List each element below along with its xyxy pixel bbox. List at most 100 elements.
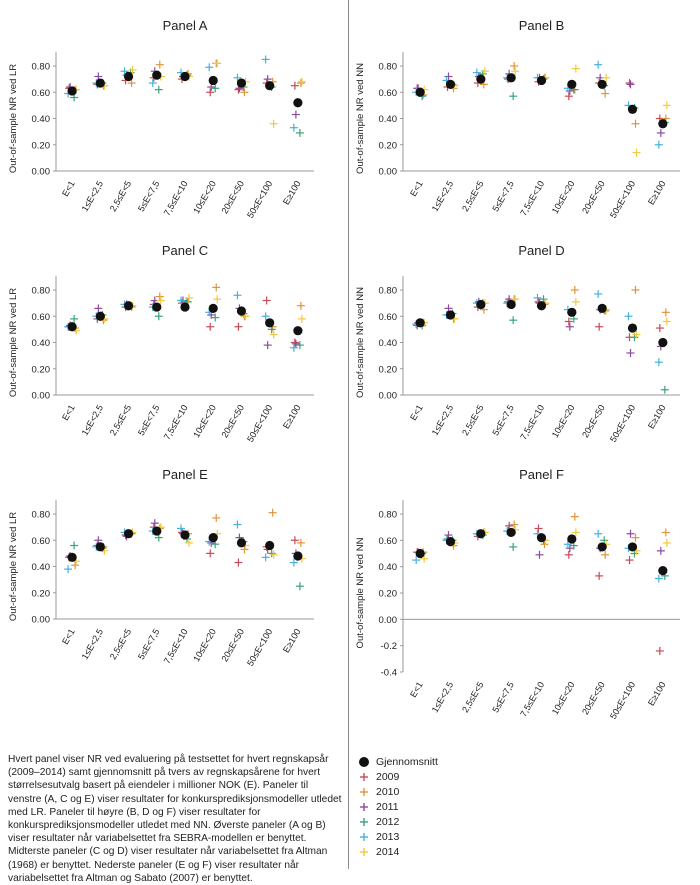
average-dot [658, 566, 668, 576]
marker-2010 [296, 538, 305, 547]
marker-2014 [241, 312, 250, 321]
marker-2010 [540, 540, 549, 549]
marker-2014 [571, 297, 580, 306]
y-tick-label: 0.00 [32, 615, 51, 626]
average-dot [236, 306, 247, 316]
marker-2010 [155, 292, 164, 301]
y-tick-label: 0.60 [379, 312, 398, 323]
marker-2011 [444, 72, 453, 81]
average-dot [476, 74, 486, 84]
average-dot [415, 318, 425, 328]
marker-2009 [290, 338, 299, 347]
x-tick-label: 5≤E<7,5 [136, 403, 162, 437]
marker-2014 [511, 67, 520, 76]
y-tick-label: 0.00 [379, 167, 398, 178]
x-tick-label: E≥100 [281, 179, 303, 206]
average-dot [208, 303, 218, 313]
average-dot [445, 537, 456, 547]
average-dot [67, 86, 77, 96]
marker-2009 [595, 322, 604, 331]
average-dot [293, 98, 303, 108]
average-dot [567, 534, 577, 544]
legend-label: Gjennomsnitt [376, 755, 438, 768]
x-tick-label: 2,5≤E<5 [460, 179, 486, 213]
marker-2009 [564, 317, 573, 326]
marker-2014 [269, 119, 278, 128]
marker-2009 [290, 81, 299, 90]
marker-2013 [289, 558, 298, 567]
marker-2011 [565, 322, 574, 331]
marker-2014 [602, 73, 611, 82]
marker-2011 [291, 339, 300, 348]
y-axis-label: Out-of-sample NR ved LR [8, 512, 19, 621]
average-dot [293, 326, 303, 336]
panel-b: Panel B Out-of-sample NR ved NN 0.00 0.20 0.… [355, 18, 680, 220]
marker-2014 [128, 65, 137, 74]
panel-title: Panel C [162, 243, 208, 258]
average-dot [476, 529, 486, 539]
y-axis-label: Out-of-sample NR ved NN [355, 63, 366, 174]
marker-2013 [624, 312, 633, 321]
x-tick-label: 7,5≤E<10 [162, 627, 190, 666]
x-tick-label: 5≤E<7,5 [490, 680, 516, 714]
y-tick-label: 0.20 [379, 140, 398, 151]
marker-2014 [297, 314, 306, 323]
marker-2013 [261, 553, 270, 562]
marker-2012 [211, 313, 220, 322]
legend-label: 2011 [376, 800, 399, 813]
marker-2013 [654, 358, 663, 367]
panel-f: Panel F Out-of-sample NR ved NN -0.4 -0.2 0.… [355, 467, 680, 721]
x-tick-label: 20≤E<50 [219, 627, 246, 663]
y-tick-label: 0.80 [32, 62, 51, 73]
average-dot [265, 81, 275, 91]
x-tick-label: 50≤E<100 [608, 403, 637, 444]
marker-2010 [240, 88, 249, 97]
marker-2013 [205, 63, 214, 72]
marker-2012 [154, 312, 163, 321]
average-dot [236, 538, 247, 548]
y-tick-label: 0.00 [379, 615, 398, 626]
average-dot [180, 530, 190, 540]
marker-2012 [295, 341, 304, 350]
x-tick-label: 20≤E<50 [219, 179, 246, 215]
average-dot [265, 318, 275, 328]
marker-2013 [261, 312, 270, 321]
y-tick-label: 0.20 [379, 589, 398, 600]
marker-2013 [594, 60, 603, 69]
x-tick-label: 2,5≤E<5 [108, 627, 134, 661]
average-dot [445, 310, 456, 320]
x-tick-label: 50≤E<100 [608, 680, 637, 721]
marker-2010 [268, 508, 277, 517]
x-tick-label: 5≤E<7,5 [490, 403, 516, 437]
marker-2010 [631, 119, 640, 128]
average-dot [415, 548, 425, 559]
marker-2013 [533, 293, 542, 302]
legend-item-2009: 2009 [357, 769, 557, 784]
marker-2014 [511, 295, 520, 304]
x-tick-label: 1≤E<2,5 [430, 680, 456, 714]
average-dot [445, 79, 456, 89]
average-dot [152, 302, 162, 312]
y-tick-label: 0.60 [32, 312, 51, 323]
marker-2013 [120, 67, 129, 76]
marker-2014 [662, 538, 671, 547]
plus-icon [357, 770, 371, 784]
marker-2009 [655, 324, 664, 333]
average-dot [567, 307, 577, 317]
marker-2009 [206, 322, 215, 331]
legend-label: 2012 [376, 815, 400, 828]
legend-item-2011: 2011 [357, 799, 557, 814]
marker-2014 [632, 148, 641, 157]
y-tick-label: 0.60 [379, 88, 398, 99]
legend-label: 2014 [376, 845, 400, 858]
average-dot [152, 526, 162, 536]
average-dot [627, 323, 638, 333]
marker-2010 [212, 513, 221, 522]
x-tick-label: 1≤E<2,5 [80, 179, 106, 213]
marker-2013 [563, 540, 572, 549]
marker-2013 [233, 291, 242, 300]
average-dot [627, 542, 638, 552]
y-tick-label: 0.00 [379, 391, 398, 402]
marker-2011 [656, 128, 665, 137]
x-tick-label: 10≤E<20 [191, 179, 218, 215]
